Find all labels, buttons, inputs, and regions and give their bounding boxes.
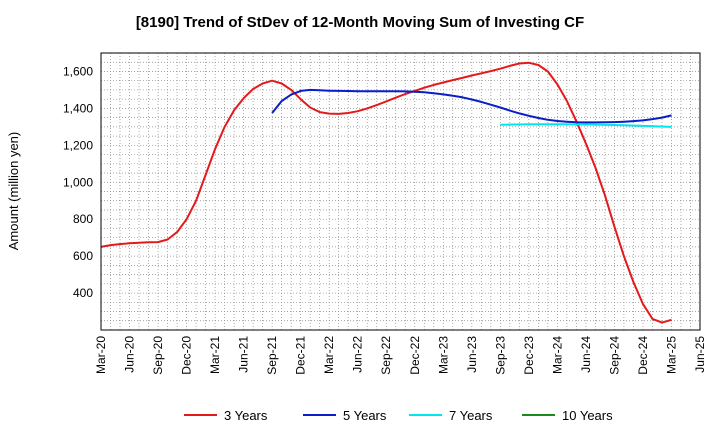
x-tick-label: Jun-25 [693,336,707,373]
y-tick-label: 800 [73,212,93,226]
x-tick-label: Dec-20 [180,336,194,375]
y-tick-label: 1,000 [63,175,93,189]
x-tick-label: Mar-22 [322,336,336,374]
x-tick-label: Jun-24 [579,336,593,373]
x-tick-label: Sep-21 [265,336,279,375]
y-tick-label: 1,400 [63,101,93,115]
y-tick-label: 400 [73,286,93,300]
legend-label: 7 Years [449,408,493,423]
y-ticks: 400 600 800 1,000 1,200 1,400 1,600 [63,64,93,300]
series-line-5-years [271,88,672,124]
x-tick-label: Sep-24 [607,336,621,375]
series-lines [100,61,672,324]
legend-label: 3 Years [224,408,268,423]
legend-label: 5 Years [343,408,387,423]
x-tick-label: Mar-20 [94,336,108,374]
x-tick-label: Sep-23 [493,336,507,375]
x-tick-label: Sep-22 [379,336,393,375]
x-tick-label: Mar-21 [208,336,222,374]
x-tick-label: Mar-23 [436,336,450,374]
chart-title: [8190] Trend of StDev of 12-Month Moving… [136,14,584,31]
x-tick-label: Dec-23 [522,336,536,375]
y-tick-label: 600 [73,249,93,263]
y-tick-label: 1,200 [63,138,93,152]
x-tick-label: Jun-22 [351,336,365,373]
x-tick-label: Mar-24 [550,336,564,374]
y-axis-label: Amount (million yen) [6,132,21,251]
x-tick-label: Dec-21 [294,336,308,375]
legend-label: 10 Years [562,408,613,423]
x-tick-label: Mar-25 [664,336,678,374]
x-tick-label: Jun-20 [123,336,137,373]
x-tick-label: Sep-20 [151,336,165,375]
series-line-7-years [500,123,672,128]
y-tick-label: 1,600 [63,64,93,78]
x-tick-label: Jun-23 [465,336,479,373]
legend: 3 Years 5 Years 7 Years 10 Years [184,408,613,423]
plot-area [101,53,700,330]
grid [101,53,700,330]
x-tick-label: Jun-21 [237,336,251,373]
x-ticks: Mar-20 Jun-20 Sep-20 Dec-20 Mar-21 Jun-21 Sep-… [94,336,707,375]
plot-frame [100,52,701,331]
x-tick-label: Dec-22 [408,336,422,375]
x-tick-label: Dec-24 [636,336,650,375]
